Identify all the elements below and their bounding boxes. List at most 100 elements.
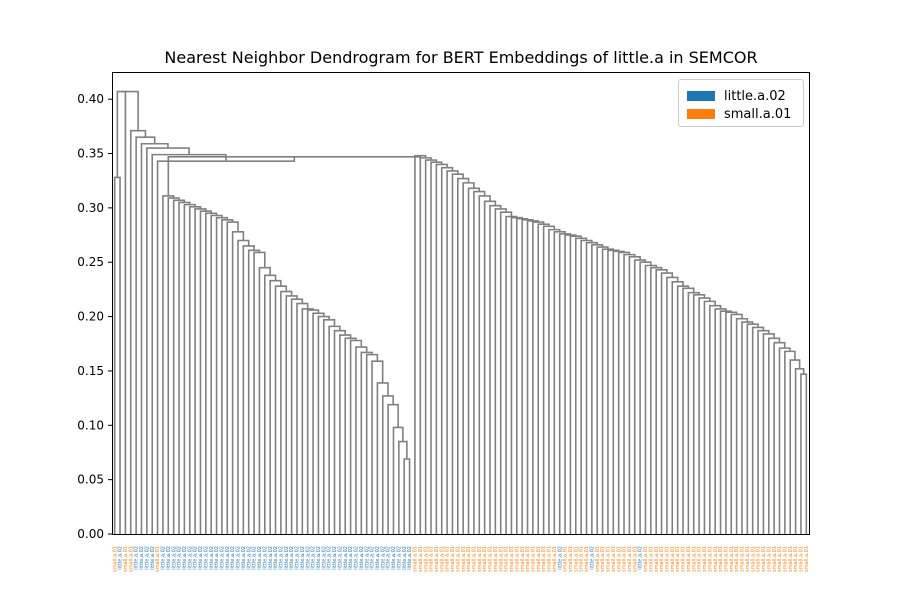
dendrogram-link: [215, 216, 229, 534]
dendrogram-link: [478, 195, 491, 534]
dendrogram-link: [349, 339, 363, 534]
leaf-label: little.a.02: [300, 546, 306, 570]
leaf-label: small.a.01: [413, 546, 419, 572]
leaf-label: small.a.01: [756, 546, 762, 572]
leaf-label: small.a.01: [466, 546, 472, 572]
leaf-label: small.a.01: [461, 546, 467, 572]
dendrogram-link: [199, 210, 212, 534]
y-tick-label: 0.30: [77, 201, 104, 215]
dendrogram-link: [741, 321, 754, 534]
dendrogram-link: [135, 136, 156, 534]
leaf-label: little.a.02: [198, 546, 204, 570]
y-tick-label: 0.05: [77, 473, 104, 487]
leaf-label: little.a.02: [391, 546, 397, 570]
leaf-label: small.a.01: [563, 546, 569, 572]
leaf-label: little.a.02: [139, 546, 145, 570]
leaf-label: little.a.02: [370, 546, 376, 570]
leaf-label: small.a.01: [439, 546, 445, 572]
leaf-label: small.a.01: [445, 546, 451, 572]
dendrogram-link: [794, 367, 805, 534]
legend: little.a.02 small.a.01: [678, 79, 804, 127]
leaf-label: small.a.01: [477, 546, 483, 572]
leaf-label: little.a.02: [375, 546, 381, 570]
leaf-label: small.a.01: [772, 546, 778, 572]
leaf-label: small.a.01: [681, 546, 687, 572]
leaf-label: small.a.01: [472, 546, 478, 572]
leaf-label: little.a.02: [348, 546, 354, 570]
leaf-label: little.a.02: [589, 546, 595, 570]
dendrogram-link: [258, 266, 271, 534]
leaf-label: small.a.01: [547, 546, 553, 572]
leaf-label: small.a.01: [595, 546, 601, 572]
dendrogram-link: [140, 142, 169, 534]
dendrogram-link: [398, 440, 408, 534]
leaf-label: small.a.01: [777, 546, 783, 572]
dendrogram-link: [457, 177, 470, 534]
dendrogram-link: [371, 360, 384, 534]
leaf-label: small.a.01: [675, 546, 681, 572]
dendrogram-link: [714, 308, 727, 534]
dendrogram-link: [751, 326, 765, 534]
leaf-label: small.a.01: [659, 546, 665, 572]
chart-title: Nearest Neighbor Dendrogram for BERT Emb…: [164, 48, 758, 67]
dendrogram-link: [505, 215, 518, 534]
leaf-label: small.a.01: [723, 546, 729, 572]
leaf-label: small.a.01: [514, 546, 520, 572]
leaf-label: little.a.02: [316, 546, 322, 570]
leaf-label: little.a.02: [118, 546, 124, 570]
dendrogram-link: [499, 211, 513, 534]
leaf-label: small.a.01: [799, 546, 805, 572]
leaf-label: small.a.01: [729, 546, 735, 572]
leaf-label: little.a.02: [386, 546, 392, 570]
leaf-label: small.a.01: [579, 546, 585, 572]
leaf-label: small.a.01: [713, 546, 719, 572]
leaf-label: little.a.02: [225, 546, 231, 570]
leaf-label: little.a.02: [236, 546, 242, 570]
dendrogram-link: [172, 199, 186, 534]
dendrogram-link: [376, 382, 389, 534]
y-tick-label: 0.10: [77, 418, 104, 432]
leaf-label: small.a.01: [155, 546, 161, 572]
leaf-label: little.a.02: [311, 546, 317, 570]
leaf-label: small.a.01: [718, 546, 724, 572]
dendrogram-link: [129, 129, 147, 534]
dendrogram-link: [746, 323, 759, 534]
leaf-label: little.a.02: [407, 546, 413, 570]
dendrogram-link: [709, 304, 722, 534]
leaf-labels: small.a.01 little.a.02 small.a.01 small.a.0…: [112, 546, 810, 572]
leaf-label: little.a.02: [305, 546, 311, 570]
leaf-label: small.a.01: [530, 546, 536, 572]
y-tick-label: 0.15: [77, 364, 104, 378]
leaf-label: small.a.01: [670, 546, 676, 572]
leaf-label: little.a.02: [214, 546, 220, 570]
leaf-label: small.a.01: [616, 546, 622, 572]
dendrogram-link: [419, 157, 432, 534]
dendrogram-link: [612, 250, 625, 534]
legend-item-little-a-02: little.a.02: [687, 88, 786, 104]
dendrogram-link: [301, 308, 314, 534]
leaf-label: little.a.02: [203, 546, 209, 570]
leaf-label: little.a.02: [150, 546, 156, 570]
y-tick-label: 0.35: [77, 147, 104, 161]
dendrogram-link: [403, 458, 411, 534]
leaf-label: small.a.01: [482, 546, 488, 572]
dendrogram-link: [156, 156, 296, 534]
leaf-label: small.a.01: [707, 546, 713, 572]
legend-label-small-a-01: small.a.01: [724, 106, 792, 122]
leaf-label: little.a.02: [241, 546, 247, 570]
leaf-label: little.a.02: [171, 546, 177, 570]
leaf-label: small.a.01: [745, 546, 751, 572]
leaf-label: small.a.01: [643, 546, 649, 572]
dendrogram-link: [355, 346, 368, 534]
leaf-label: small.a.01: [429, 546, 435, 572]
leaf-label: small.a.01: [450, 546, 456, 572]
leaf-label: small.a.01: [573, 546, 579, 572]
leaf-label: small.a.01: [568, 546, 574, 572]
dendrogram-link: [306, 309, 320, 534]
leaf-label: small.a.01: [622, 546, 628, 572]
leaf-label: small.a.01: [611, 546, 617, 572]
dendrogram-link: [548, 228, 561, 534]
leaf-label: small.a.01: [686, 546, 692, 572]
